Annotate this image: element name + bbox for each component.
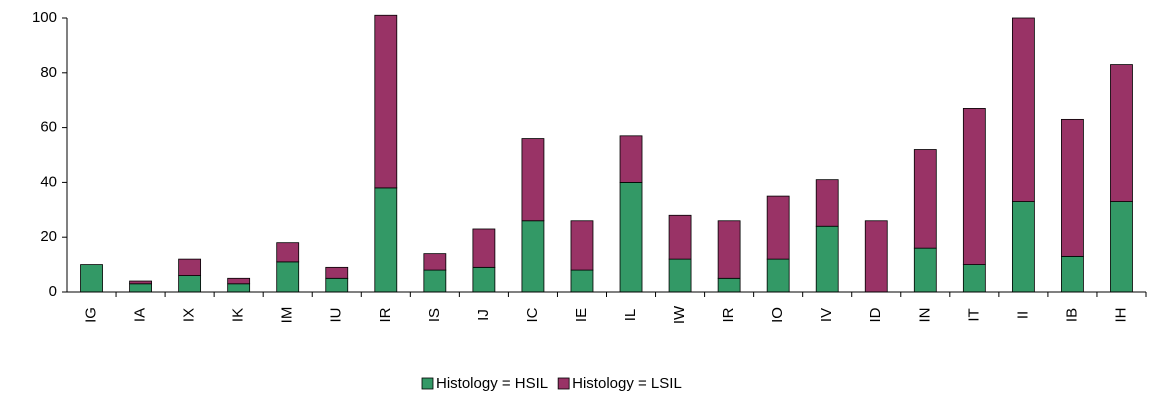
x-tick-label: IT <box>965 308 982 321</box>
bar-segment <box>619 181 643 293</box>
y-tick-label: 60 <box>40 119 57 136</box>
x-tick-label: IL <box>622 309 639 322</box>
x-tick-label: IC <box>524 307 541 322</box>
bar-segment <box>472 266 496 293</box>
x-tick-label: II <box>1014 311 1031 319</box>
bar-segment <box>325 266 349 279</box>
bar-segment <box>423 253 447 271</box>
x-tick-label: IK <box>230 308 247 322</box>
bar-segment <box>962 108 986 265</box>
x-tick-label: IW <box>671 305 688 324</box>
y-tick-label: 80 <box>40 64 57 81</box>
bar-segment <box>521 220 545 293</box>
bar-segment <box>913 247 937 293</box>
bar-segment <box>227 277 251 285</box>
y-tick-label: 20 <box>40 228 57 245</box>
bar-segment <box>374 14 398 189</box>
bar-segment <box>1011 201 1035 293</box>
bar-segment <box>374 187 398 293</box>
x-tick-label: IE <box>573 308 590 322</box>
x-tick-label: IA <box>132 308 149 322</box>
y-tick-label: 0 <box>49 283 57 300</box>
bar-segment <box>570 269 594 293</box>
legend-swatch <box>421 377 434 390</box>
bar-segment <box>619 135 643 183</box>
x-tick-label: IX <box>181 308 198 322</box>
bar-segment <box>766 195 790 260</box>
bar-segment <box>668 258 692 293</box>
x-tick-label: IM <box>279 307 296 324</box>
bar-segment <box>668 214 692 260</box>
bar-segment <box>570 220 594 271</box>
bar-segment <box>1011 17 1035 202</box>
x-tick-label: ID <box>867 307 884 322</box>
x-tick-label: IB <box>1063 308 1080 322</box>
bar-segment <box>1061 255 1084 293</box>
y-tick-label: 40 <box>40 173 57 190</box>
bar-segment <box>178 258 202 276</box>
bar-segment <box>423 269 447 293</box>
bar-segment <box>864 220 888 293</box>
y-tick-label: 100 <box>32 9 57 26</box>
bar-segment <box>129 283 152 293</box>
x-tick-label: IH <box>1112 308 1129 323</box>
legend-swatch <box>557 377 570 390</box>
bar-segment <box>178 275 202 293</box>
bar-segment <box>913 149 937 249</box>
bar-segment <box>325 277 349 293</box>
bar-segment <box>717 277 741 293</box>
bar-segment <box>1061 118 1084 257</box>
x-tick-label: IV <box>818 308 835 322</box>
bar-segment <box>472 228 496 268</box>
bar-segment <box>276 242 300 263</box>
legend-label: Histology = LSIL <box>572 375 682 392</box>
bar-segment <box>962 264 986 293</box>
bar-segment <box>766 258 790 293</box>
x-tick-label: IJ <box>475 309 492 321</box>
x-tick-label: IS <box>426 308 443 322</box>
legend-label: Histology = HSIL <box>436 375 548 392</box>
bar-segment <box>276 261 300 293</box>
x-tick-label: IR <box>720 307 737 322</box>
x-tick-label: IG <box>82 307 99 323</box>
x-tick-label: IU <box>328 308 345 323</box>
bar-segment <box>815 179 839 227</box>
bar-segment <box>815 225 839 293</box>
x-tick-label: IO <box>769 307 786 323</box>
bar-segment <box>717 220 741 279</box>
bar-segment <box>129 280 152 285</box>
bar-segment <box>521 138 545 222</box>
bar-segment <box>80 264 103 293</box>
x-tick-label: IR <box>377 307 394 322</box>
bar-segment <box>1110 201 1133 293</box>
bar-segment <box>1110 64 1133 202</box>
bar-segment <box>227 283 251 293</box>
x-tick-label: IN <box>916 308 933 323</box>
